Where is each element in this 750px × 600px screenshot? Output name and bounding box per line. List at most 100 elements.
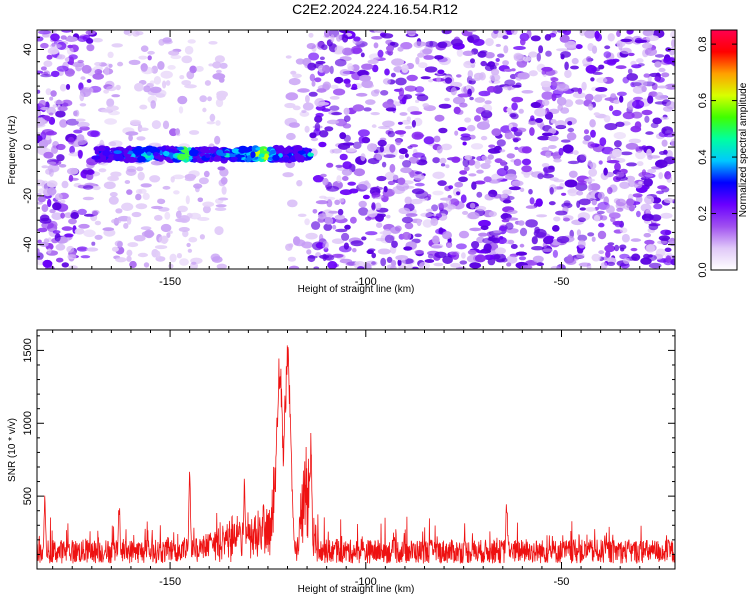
spectrogram-cell	[135, 203, 148, 210]
spectrogram-cell	[459, 170, 468, 175]
spectrogram-cell	[550, 119, 557, 124]
band-cell	[96, 147, 106, 152]
spectrogram-cell	[326, 185, 340, 192]
snr-panel: -150 -100 -50 500 1000 1500 Height of straig…	[7, 329, 676, 595]
spectrogram-cell	[462, 141, 467, 146]
band-cell	[294, 154, 305, 161]
spectrogram-cell	[656, 85, 668, 89]
band-cell	[204, 153, 211, 159]
spectrogram-cell	[437, 180, 447, 186]
spectrogram-cell	[445, 164, 450, 169]
spectrogram-cell	[464, 166, 470, 172]
spectrogram-cell	[68, 265, 78, 269]
spectrogram-cell	[567, 160, 580, 165]
spectrogram-cell	[563, 217, 570, 222]
spectrogram-cell	[386, 256, 393, 263]
spectrogram-cell	[600, 262, 608, 269]
spectrogram-cell	[67, 44, 73, 49]
spectrogram-cell	[41, 204, 49, 213]
spectrogram-cell	[202, 107, 207, 113]
spectrogram-cell	[506, 107, 513, 113]
band-cell	[123, 149, 129, 154]
spectrogram-cell	[376, 222, 383, 228]
spectrogram-cell	[55, 243, 66, 251]
spectrogram-cell	[426, 194, 432, 198]
spectrogram-cell	[451, 156, 461, 163]
spectrogram-cell	[469, 227, 482, 232]
spectrogram-cell	[218, 77, 225, 83]
spectrogram-cell	[438, 227, 444, 233]
spectrogram-cell	[511, 102, 518, 111]
spectrogram-cell	[37, 117, 46, 127]
spectrogram-cell	[542, 99, 550, 106]
spectrogram-cell	[304, 125, 310, 133]
band-cell	[161, 145, 167, 152]
spectrogram-cell	[94, 234, 103, 240]
spectrogram-cell	[343, 107, 350, 115]
spectrogram-cell	[488, 211, 497, 217]
spectrogram-cell	[57, 54, 66, 60]
spectrogram-cell	[622, 76, 630, 84]
spectrogram-cell	[361, 236, 367, 241]
spectrogram-cell	[584, 178, 596, 182]
spectrogram-cell	[73, 110, 78, 117]
spectrogram-cell	[541, 163, 550, 168]
spectrogram-cell	[476, 191, 483, 198]
spectrogram-cell	[115, 257, 127, 263]
band-cell	[297, 150, 306, 155]
spectrogram-cell	[214, 226, 224, 236]
spectrogram-cell	[154, 245, 168, 250]
spectrogram-cell	[413, 41, 424, 48]
spectrogram-cell	[162, 80, 167, 89]
spectrogram-cell	[128, 59, 141, 65]
spectrogram-cell	[322, 81, 332, 90]
spectrogram-cell	[451, 251, 460, 260]
spectrogram-cell	[478, 219, 491, 228]
spectrogram-cell	[513, 52, 523, 60]
spectrogram-cell	[77, 150, 83, 159]
spectrogram-cell	[493, 30, 499, 34]
spectrogram-cell	[187, 39, 196, 44]
spectrogram-cell	[614, 162, 621, 172]
spectrogram-cell	[570, 87, 580, 92]
spectrogram-cell	[371, 202, 376, 211]
spectrogram-cell	[520, 265, 533, 269]
spectrogram-cell	[301, 109, 307, 113]
spectrogram-cell	[111, 94, 121, 98]
spectrogram-cell	[293, 236, 301, 246]
spectrogram-cell	[77, 208, 87, 215]
spectrogram-cell	[350, 216, 357, 224]
spectrogram-cell	[519, 227, 528, 237]
spectrogram-cell	[414, 233, 422, 238]
spectrogram-cell	[92, 73, 104, 80]
spectrogram-cell	[143, 262, 150, 268]
spectrogram-cell	[375, 153, 382, 161]
spectrogram-cell	[576, 190, 584, 196]
spectrogram-cell	[401, 64, 409, 73]
spectrogram-cell	[343, 115, 351, 122]
spectrogram-cell	[541, 146, 550, 152]
spectrogram-cell	[590, 77, 595, 82]
spectrogram-cell	[123, 222, 129, 229]
spectrogram-cell	[422, 219, 433, 228]
spectrogram-cell	[622, 111, 635, 120]
spectrogram-cell	[160, 70, 173, 79]
spectrogram-cell	[288, 78, 301, 86]
spectrogram-cell	[615, 65, 627, 70]
spectrogram-cell	[591, 253, 601, 262]
spectrogram-cell	[324, 126, 334, 132]
spectrogram-cell	[202, 205, 211, 214]
spectrogram-cell	[177, 95, 188, 105]
spectrogram-cell	[541, 66, 553, 72]
spectrogram-cell	[331, 253, 344, 258]
spectrogram-cell	[456, 74, 462, 78]
spectrogram-cell	[459, 102, 468, 108]
colorbar-strip	[710, 29, 738, 271]
spectrogram-cell	[188, 236, 198, 243]
spectrogram-cell	[282, 172, 294, 178]
spectrogram-cell	[147, 50, 155, 55]
spectrogram-cell	[626, 30, 635, 35]
spectrogram-cell	[473, 72, 484, 80]
spectrogram-cell	[206, 121, 216, 125]
spectrogram-cell	[135, 193, 142, 201]
